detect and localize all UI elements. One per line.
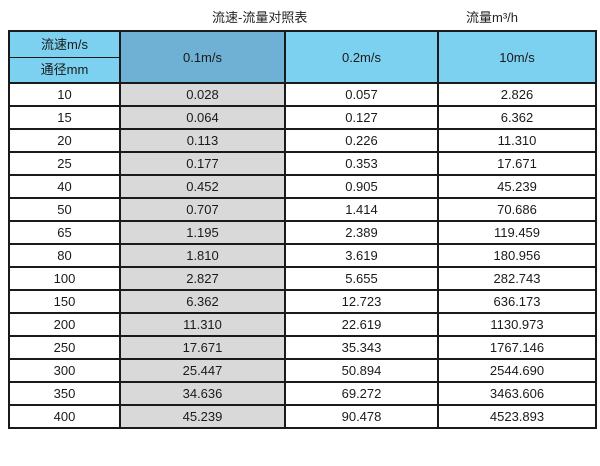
table-row: 25 0.177 0.353 17.671 [8,151,597,176]
header-row-bottom: 通径mm [8,56,596,84]
flow-value-cell: 1.195 [119,220,286,245]
flow-value-cell: 0.028 [119,82,286,107]
diameter-cell: 150 [8,289,121,314]
flow-value-cell: 4523.893 [437,404,597,429]
flow-rate-table: 流速m/s 0.1m/s 0.2m/s 10m/s 通径mm 10 0.028 0.… [8,30,597,429]
flow-value-cell: 22.619 [284,312,439,337]
flow-value-cell: 2.827 [119,266,286,291]
flow-value-cell: 0.127 [284,105,439,130]
table-row: 400 45.239 90.478 4523.893 [8,404,597,429]
flow-value-cell: 34.636 [119,381,286,406]
flow-value-cell: 3463.606 [437,381,597,406]
flow-value-cell: 11.310 [119,312,286,337]
table-row: 15 0.064 0.127 6.362 [8,105,597,130]
table-row: 50 0.707 1.414 70.686 [8,197,597,222]
diameter-cell: 80 [8,243,121,268]
flow-value-cell: 0.064 [119,105,286,130]
flow-value-cell: 2544.690 [437,358,597,383]
flow-value-cell: 119.459 [437,220,597,245]
table-row: 200 11.310 22.619 1130.973 [8,312,597,337]
page-header: 流速-流量对照表 流量m³/h [0,0,600,30]
flow-value-cell: 5.655 [284,266,439,291]
header-row-top: 流速m/s 0.1m/s 0.2m/s 10m/s [8,30,597,84]
page: 流速-流量对照表 流量m³/h 流速m/s 0.1m/s 0.2m/s 10m/… [0,0,600,429]
flow-value-cell: 17.671 [437,151,597,176]
diameter-cell: 100 [8,266,121,291]
flow-value-cell: 1.414 [284,197,439,222]
diameter-cell: 200 [8,312,121,337]
column-header-0-1ms: 0.1m/s [119,30,286,84]
diameter-cell: 65 [8,220,121,245]
diameter-cell: 250 [8,335,121,360]
diameter-cell: 10 [8,82,121,107]
flow-value-cell: 45.239 [119,404,286,429]
flow-value-cell: 6.362 [437,105,597,130]
flow-value-cell: 45.239 [437,174,597,199]
flow-value-cell: 0.057 [284,82,439,107]
flow-value-cell: 0.707 [119,197,286,222]
flow-value-cell: 2.826 [437,82,597,107]
flow-value-cell: 282.743 [437,266,597,291]
column-header-10ms: 10m/s [437,30,597,84]
diameter-cell: 400 [8,404,121,429]
flow-value-cell: 12.723 [284,289,439,314]
flow-value-cell: 0.905 [284,174,439,199]
table-row: 20 0.113 0.226 11.310 [8,128,597,153]
table-row: 100 2.827 5.655 282.743 [8,266,597,291]
corner-header-velocity: 流速m/s [8,30,121,58]
flow-value-cell: 6.362 [119,289,286,314]
table-header: 流速m/s 0.1m/s 0.2m/s 10m/s 通径mm [8,30,597,84]
diameter-cell: 50 [8,197,121,222]
diameter-cell: 20 [8,128,121,153]
flow-value-cell: 35.343 [284,335,439,360]
flow-value-cell: 90.478 [284,404,439,429]
diameter-cell: 300 [8,358,121,383]
flow-value-cell: 3.619 [284,243,439,268]
flow-value-cell: 0.353 [284,151,439,176]
flow-value-cell: 1767.146 [437,335,597,360]
flow-value-cell: 11.310 [437,128,597,153]
table-body: 10 0.028 0.057 2.826 15 0.064 0.127 6.362 20 0.11… [8,82,597,429]
diameter-cell: 40 [8,174,121,199]
flow-value-cell: 17.671 [119,335,286,360]
flow-value-cell: 25.447 [119,358,286,383]
table-row: 65 1.195 2.389 119.459 [8,220,597,245]
flow-value-cell: 0.226 [284,128,439,153]
table-row: 150 6.362 12.723 636.173 [8,289,597,314]
table-row: 250 17.671 35.343 1767.146 [8,335,597,360]
table-row: 10 0.028 0.057 2.826 [8,82,597,107]
column-header-0-2ms: 0.2m/s [284,30,439,84]
flow-value-cell: 0.177 [119,151,286,176]
table-title: 流速-流量对照表 [212,10,308,25]
diameter-cell: 350 [8,381,121,406]
table-row: 40 0.452 0.905 45.239 [8,174,597,199]
flow-value-cell: 0.113 [119,128,286,153]
table-row: 300 25.447 50.894 2544.690 [8,358,597,383]
flow-value-cell: 50.894 [284,358,439,383]
table-row: 80 1.810 3.619 180.956 [8,243,597,268]
flow-value-cell: 70.686 [437,197,597,222]
table-row: 350 34.636 69.272 3463.606 [8,381,597,406]
flow-value-cell: 69.272 [284,381,439,406]
flow-value-cell: 1130.973 [437,312,597,337]
flow-value-cell: 0.452 [119,174,286,199]
corner-header-diameter: 通径mm [8,56,121,84]
flow-value-cell: 636.173 [437,289,597,314]
diameter-cell: 15 [8,105,121,130]
diameter-cell: 25 [8,151,121,176]
flow-value-cell: 1.810 [119,243,286,268]
flow-value-cell: 180.956 [437,243,597,268]
flow-value-cell: 2.389 [284,220,439,245]
flow-unit-label: 流量m³/h [466,10,519,25]
